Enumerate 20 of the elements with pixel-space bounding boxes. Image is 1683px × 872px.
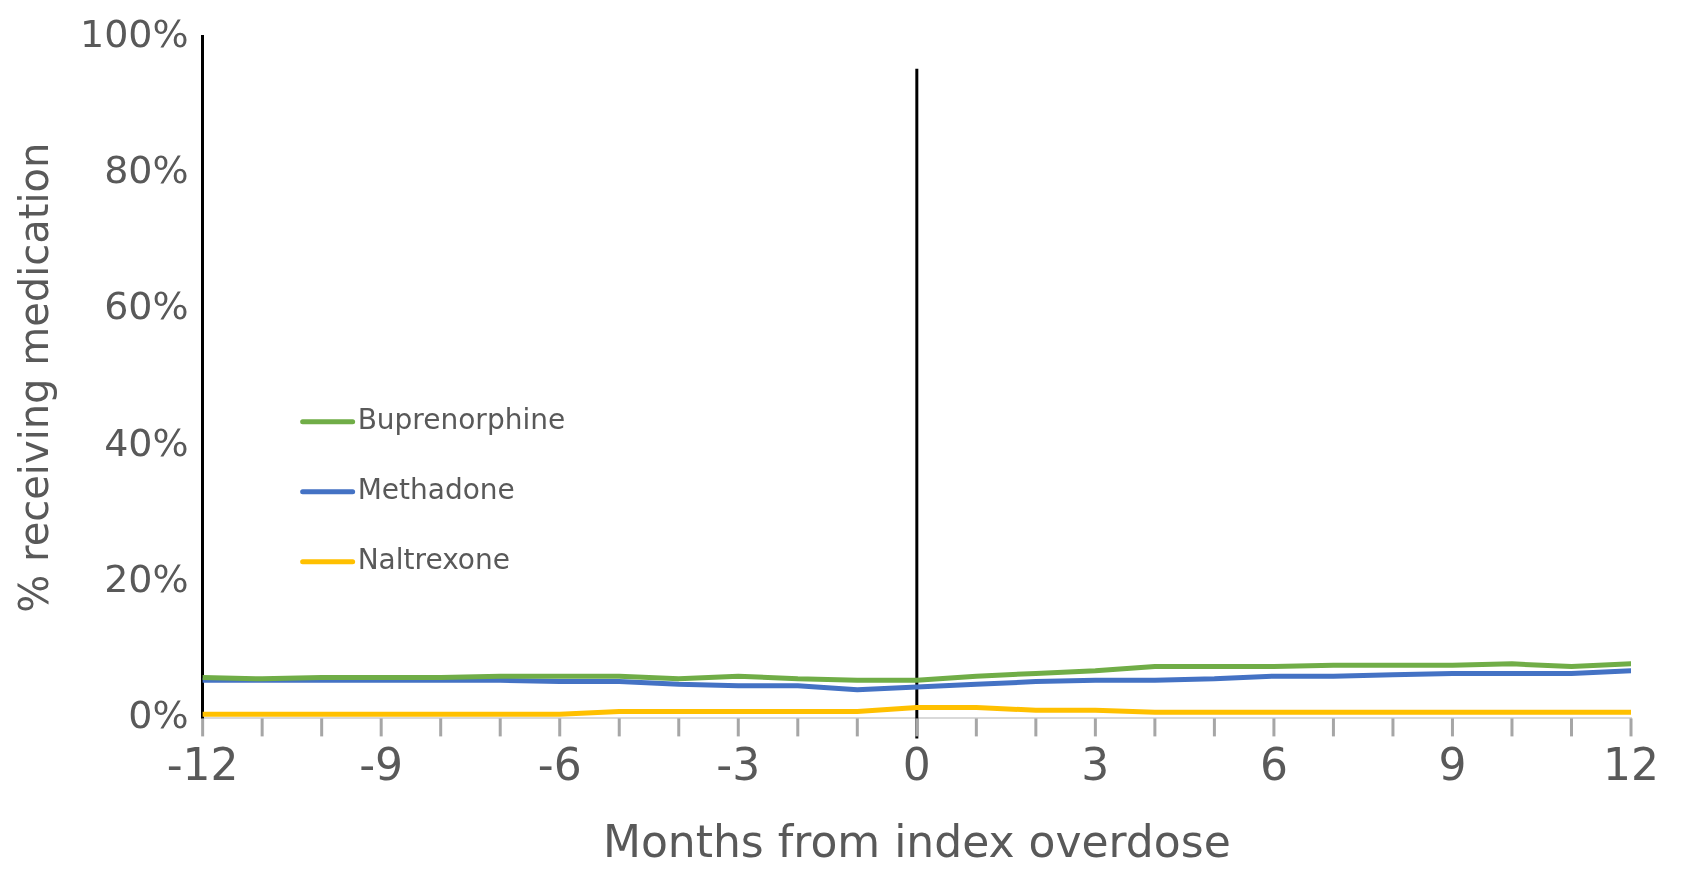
x-tick-label: 12: [1603, 739, 1660, 791]
legend-label: Buprenorphine: [357, 403, 566, 437]
x-tick-label: 6: [1259, 739, 1288, 791]
legend-label: Methadone: [357, 473, 515, 507]
y-tick-label: 40%: [104, 420, 189, 465]
y-tick-label: 80%: [104, 147, 189, 192]
y-tick-label: 60%: [104, 284, 189, 329]
y-tick-label: 0%: [128, 693, 189, 738]
y-tick-label: 100%: [80, 11, 189, 56]
x-tick-label: -3: [716, 739, 761, 791]
y-tick-label: 20%: [104, 556, 189, 601]
x-tick-label: 3: [1081, 739, 1110, 791]
x-axis-title: Months from index overdose: [602, 816, 1231, 868]
legend-label: Naltrexone: [357, 543, 510, 577]
x-tick-label: -9: [359, 739, 404, 791]
x-tick-label: 0: [902, 739, 931, 791]
x-tick-label: 9: [1438, 739, 1467, 791]
y-axis-title: % receiving medication: [11, 142, 58, 613]
x-tick-label: -12: [166, 739, 239, 791]
x-tick-label: -6: [537, 739, 582, 791]
